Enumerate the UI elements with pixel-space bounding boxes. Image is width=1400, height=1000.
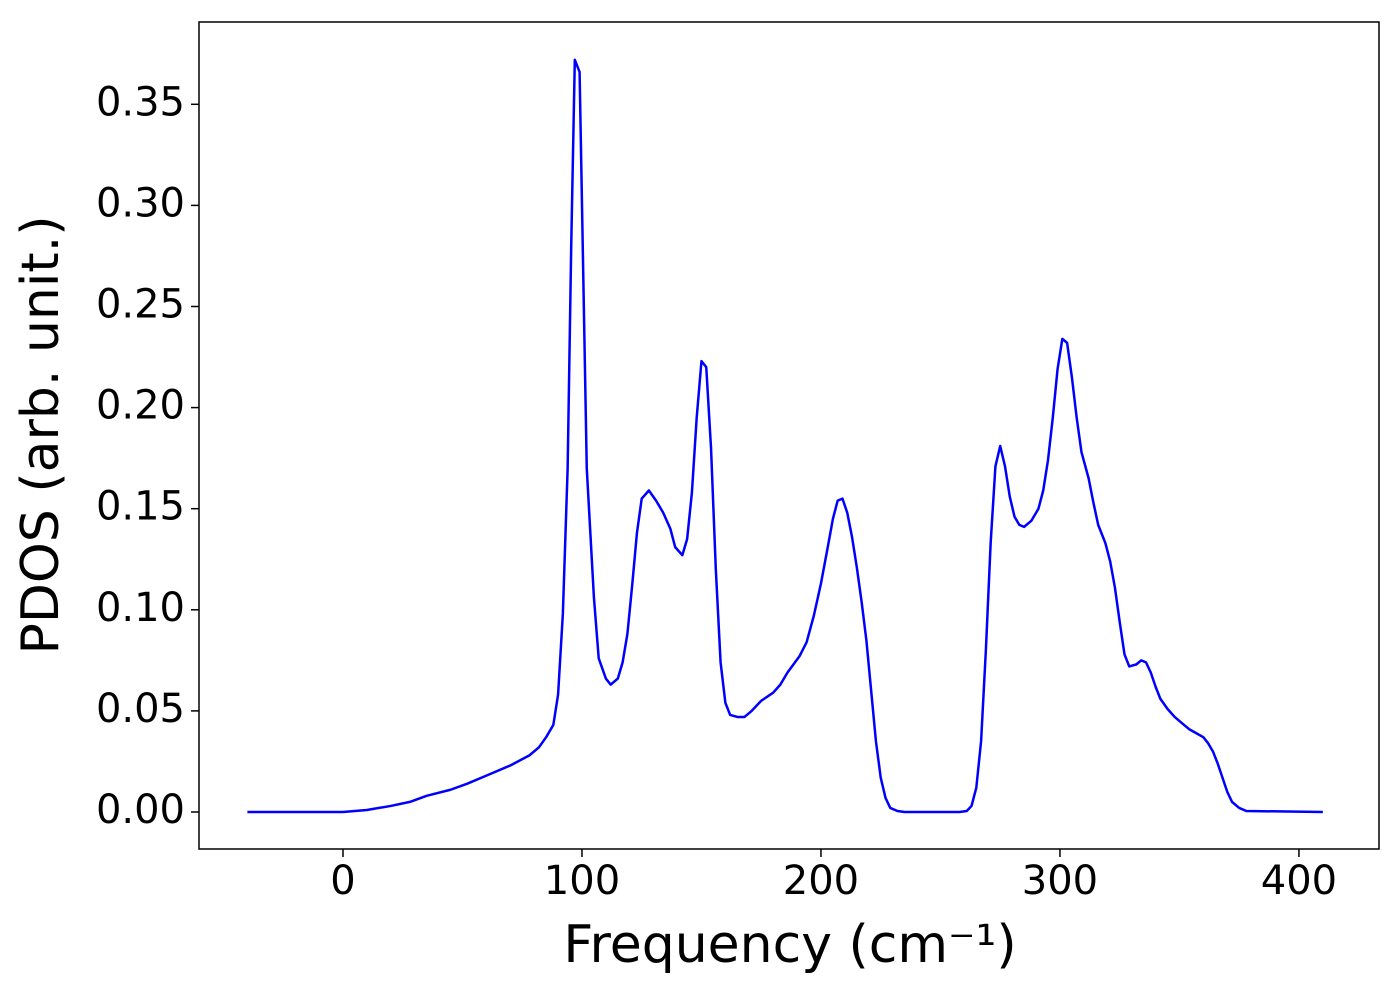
y-tick-label: 0.15 — [96, 484, 185, 530]
x-tick-label: 100 — [544, 858, 620, 904]
y-tick-label: 0.00 — [96, 787, 185, 833]
x-tick-label: 0 — [330, 858, 355, 904]
y-tick-label: 0.25 — [96, 281, 185, 327]
x-tick-label: 400 — [1261, 858, 1337, 904]
x-tick-label: 300 — [1022, 858, 1098, 904]
plot-frame — [198, 21, 1380, 850]
y-tick-label: 0.10 — [96, 585, 185, 631]
x-axis-label: Frequency (cm⁻¹) — [563, 915, 1016, 975]
y-axis-label: PDOS (arb. unit.) — [11, 215, 71, 654]
y-tick-label: 0.05 — [96, 686, 185, 732]
x-tick-label: 200 — [783, 858, 859, 904]
y-tick-label: 0.30 — [96, 180, 185, 226]
y-tick-label: 0.35 — [96, 79, 185, 125]
y-tick-label: 0.20 — [96, 383, 185, 429]
data-line — [247, 58, 1323, 814]
